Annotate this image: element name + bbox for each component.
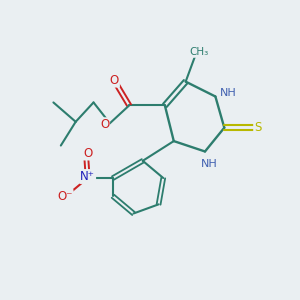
Text: O⁻: O⁻: [57, 190, 73, 203]
Text: S: S: [254, 121, 262, 134]
Text: O: O: [83, 146, 92, 160]
Text: NH: NH: [201, 159, 218, 169]
Text: NH: NH: [220, 88, 236, 98]
Text: CH₃: CH₃: [189, 47, 209, 57]
Text: N⁺: N⁺: [80, 170, 95, 183]
Text: O: O: [110, 74, 119, 87]
Text: O: O: [100, 118, 109, 131]
